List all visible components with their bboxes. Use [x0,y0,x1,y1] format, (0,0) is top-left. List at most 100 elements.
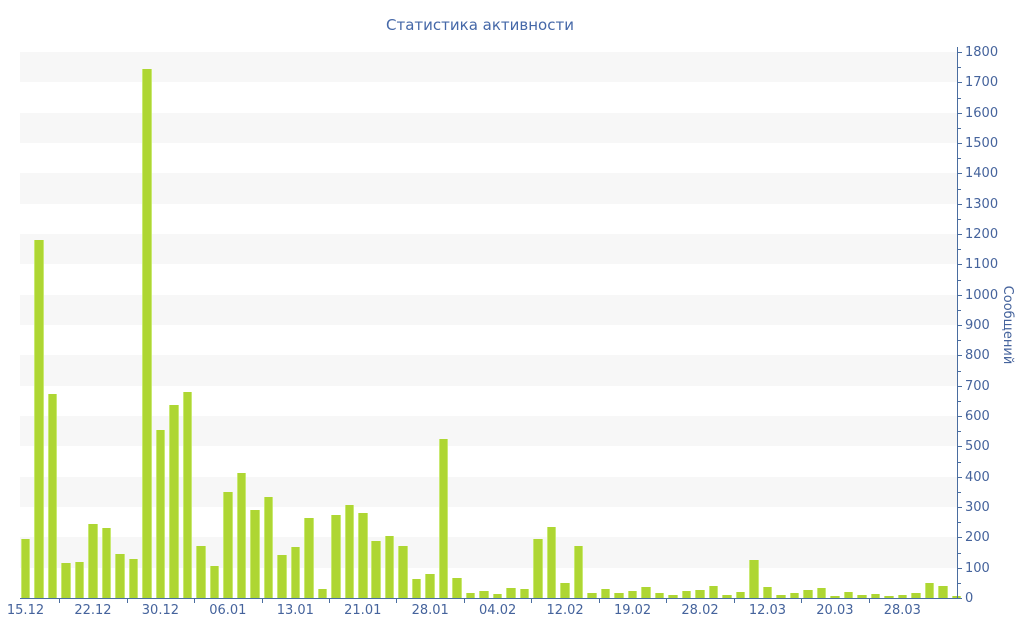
bar[interactable] [546,526,557,598]
y-minor-tick [958,370,961,372]
y-minor-tick [958,552,961,554]
bar[interactable] [857,594,867,598]
bar[interactable] [263,497,274,598]
bar[interactable] [425,574,435,598]
bar[interactable] [209,566,220,598]
bar[interactable] [128,558,139,598]
y-major-tick [958,52,962,53]
bar[interactable] [573,546,584,598]
bar[interactable] [61,563,71,598]
bar[interactable] [101,527,112,598]
grid-band [20,234,957,265]
bar[interactable] [115,554,125,598]
bar[interactable] [34,239,44,598]
bar[interactable] [74,561,85,598]
bar[interactable] [735,591,746,598]
y-major-tick [958,264,962,266]
y-axis-label: 300 [965,500,990,515]
bar[interactable] [708,585,719,598]
bar[interactable] [519,588,530,598]
bar[interactable] [277,554,287,598]
bar[interactable] [20,538,31,598]
x-axis-label: 06.01 [209,603,247,618]
bar[interactable] [169,404,179,598]
bar[interactable] [384,535,395,598]
bar[interactable] [331,515,341,598]
bar[interactable] [47,394,58,598]
bar[interactable] [681,591,692,598]
bar[interactable] [304,517,314,598]
bar[interactable] [371,540,381,598]
bar[interactable] [533,538,543,598]
y-major-tick [958,355,962,357]
bar[interactable] [870,593,881,598]
bar[interactable] [762,587,773,598]
bar[interactable] [560,583,570,598]
bar[interactable] [223,491,233,598]
bar[interactable] [776,594,786,598]
bar[interactable] [88,523,98,598]
bar[interactable] [236,473,247,598]
x-axis-tick [531,599,533,603]
y-axis-label: 1700 [965,75,999,91]
y-axis-label: 700 [965,378,990,394]
bar[interactable] [924,583,935,598]
bar[interactable] [627,590,638,598]
bar[interactable] [411,578,422,598]
bar[interactable] [317,588,328,598]
bar[interactable] [452,577,462,598]
y-minor-tick [958,582,961,584]
bar[interactable] [884,596,894,598]
bar[interactable] [911,592,921,598]
bar[interactable] [816,587,827,598]
bar[interactable] [479,590,489,598]
bar[interactable] [843,591,854,598]
bar[interactable] [438,438,449,598]
y-major-tick [958,567,962,569]
x-axis-tick [396,599,398,603]
bar[interactable] [398,545,408,598]
bar[interactable] [695,590,705,598]
bar[interactable] [803,590,813,598]
bar[interactable] [290,547,301,598]
bar[interactable] [600,588,611,598]
bar[interactable] [182,392,193,598]
y-major-tick [958,82,962,84]
bar[interactable] [951,596,962,598]
bar[interactable] [614,592,624,598]
bar[interactable] [506,587,516,598]
bar[interactable] [749,559,759,598]
bar[interactable] [142,68,152,598]
bar[interactable] [344,504,354,598]
x-axis-label: 13.01 [276,603,314,618]
bar[interactable] [668,594,678,598]
x-axis-tick [126,599,128,603]
bar[interactable] [250,509,260,598]
y-axis-label: 1000 [965,287,999,303]
bar[interactable] [587,593,597,598]
x-axis-tick [666,599,668,603]
x-axis-label: 28.01 [411,603,449,618]
x-axis-label: 28.03 [883,603,921,618]
y-major-tick [958,325,962,326]
bar[interactable] [654,592,665,598]
bar[interactable] [830,596,840,598]
y-major-tick [958,507,962,508]
y-axis-label: 500 [965,439,990,455]
bar[interactable] [722,594,732,598]
bar[interactable] [492,594,503,598]
y-major-tick [958,476,962,478]
bar[interactable] [155,429,166,598]
bar[interactable] [938,585,948,598]
y-major-tick [958,173,962,175]
bar[interactable] [358,513,368,598]
bar[interactable] [465,592,476,598]
grid-band [20,173,957,204]
bar[interactable] [789,592,800,598]
y-major-tick [958,385,962,387]
bar[interactable] [897,594,908,598]
bar[interactable] [196,546,206,598]
bar[interactable] [641,587,651,598]
grid-band [20,52,957,83]
